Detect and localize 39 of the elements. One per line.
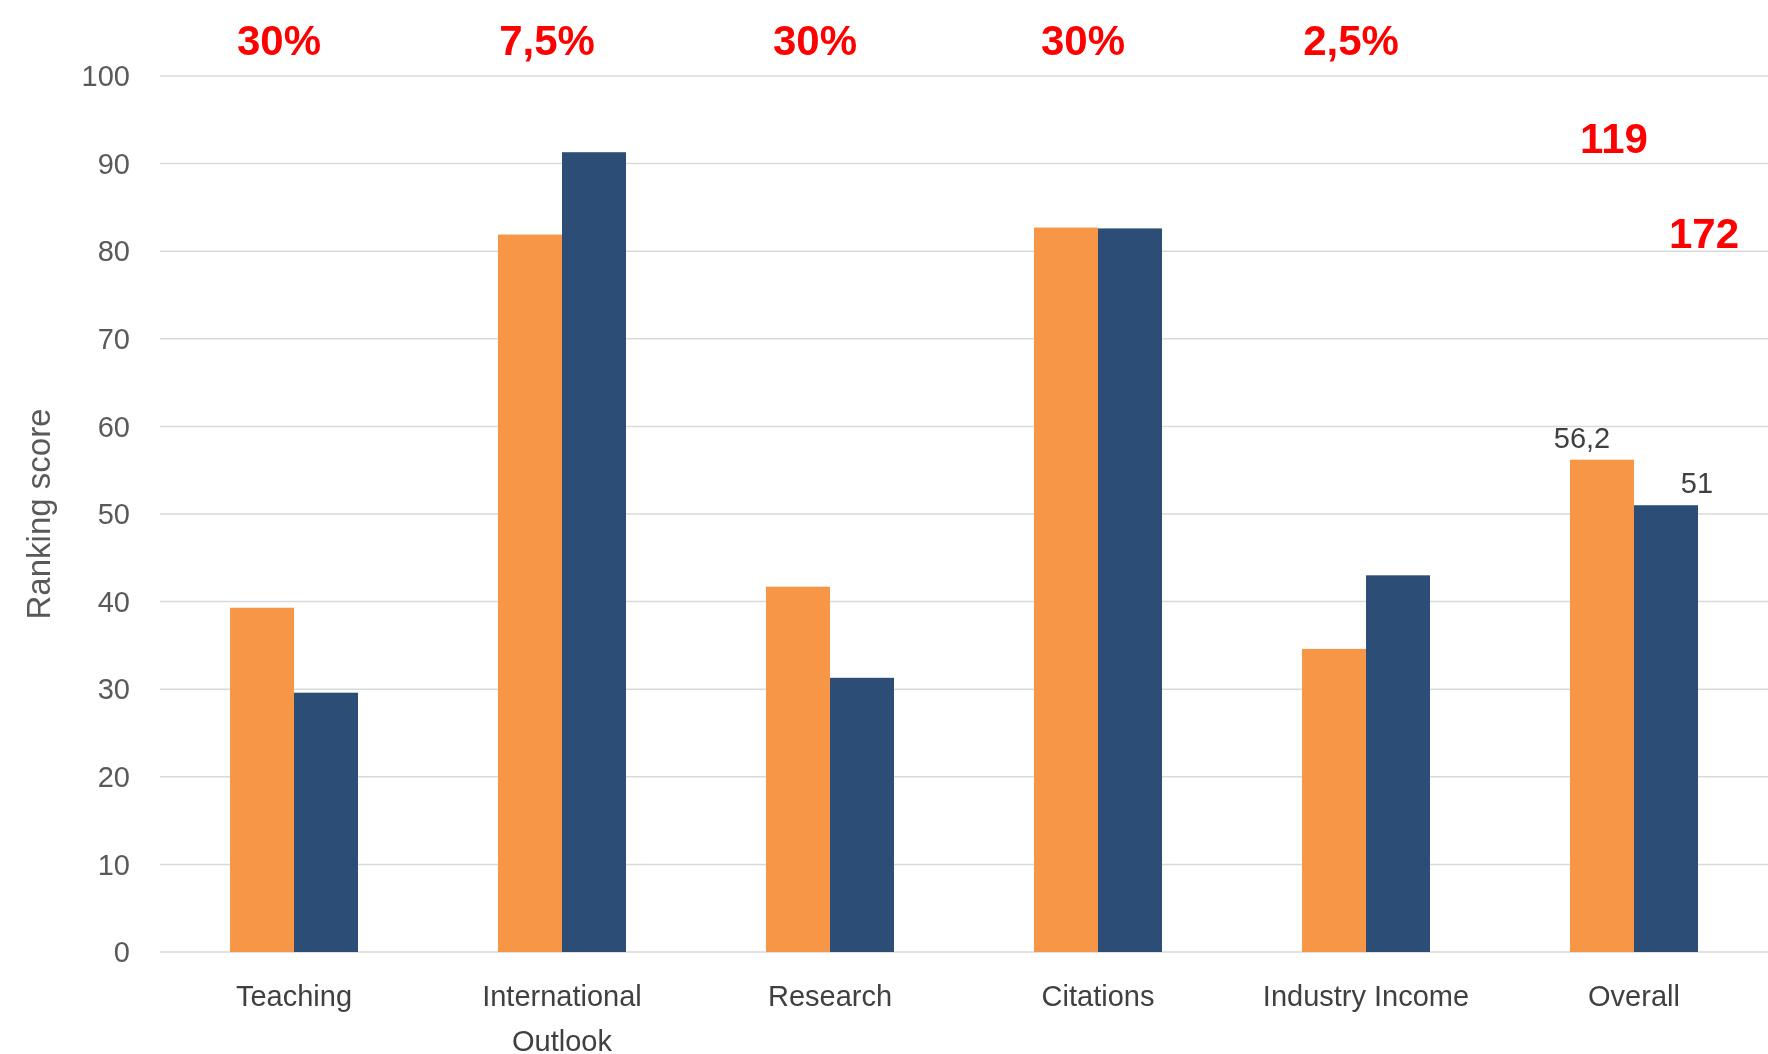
- bar: [294, 692, 358, 952]
- bar: [830, 677, 894, 952]
- text: 2,5%: [1303, 16, 1399, 64]
- y-tick-label: 0: [113, 936, 130, 969]
- text: 7,5%: [499, 16, 595, 64]
- bar: [230, 607, 294, 952]
- y-tick-label: 100: [81, 60, 130, 93]
- bar: [562, 152, 626, 952]
- x-tick-label: Teaching: [235, 980, 353, 1012]
- x-tick-label: Industry Income: [1262, 980, 1470, 1012]
- y-tick-label: 80: [97, 235, 130, 268]
- y-tick-label: 10: [97, 848, 130, 881]
- y-axis-title: Ranking score: [20, 408, 57, 620]
- text: 30%: [772, 16, 858, 64]
- y-tick-label: 20: [97, 760, 130, 793]
- data-label: 51: [1680, 467, 1714, 500]
- x-tick-label: Citations: [1041, 980, 1155, 1012]
- x-tick-label: Research: [767, 980, 893, 1012]
- y-tick-label: 60: [97, 410, 130, 443]
- y-tick-label: 40: [97, 585, 130, 618]
- bar: [1034, 227, 1098, 952]
- bar: [1302, 648, 1366, 952]
- text: 30%: [1040, 16, 1126, 64]
- x-tick-label: International Outlook: [482, 980, 642, 1054]
- y-tick-label: 50: [97, 498, 130, 531]
- bar: [1570, 459, 1634, 952]
- text: 30%: [236, 16, 322, 64]
- y-tick-label: 90: [97, 147, 130, 180]
- bar: [766, 586, 830, 952]
- data-label: 56,2: [1553, 421, 1611, 454]
- y-tick-label: 30: [97, 673, 130, 706]
- annotation: 119: [1580, 114, 1648, 162]
- bar: [1634, 505, 1698, 952]
- bar: [498, 234, 562, 952]
- x-tick-label: Overall: [1588, 980, 1680, 1012]
- bar: [1098, 228, 1162, 952]
- bar: [1366, 575, 1430, 952]
- y-tick-label: 70: [97, 322, 130, 355]
- annotation: 172: [1668, 209, 1740, 257]
